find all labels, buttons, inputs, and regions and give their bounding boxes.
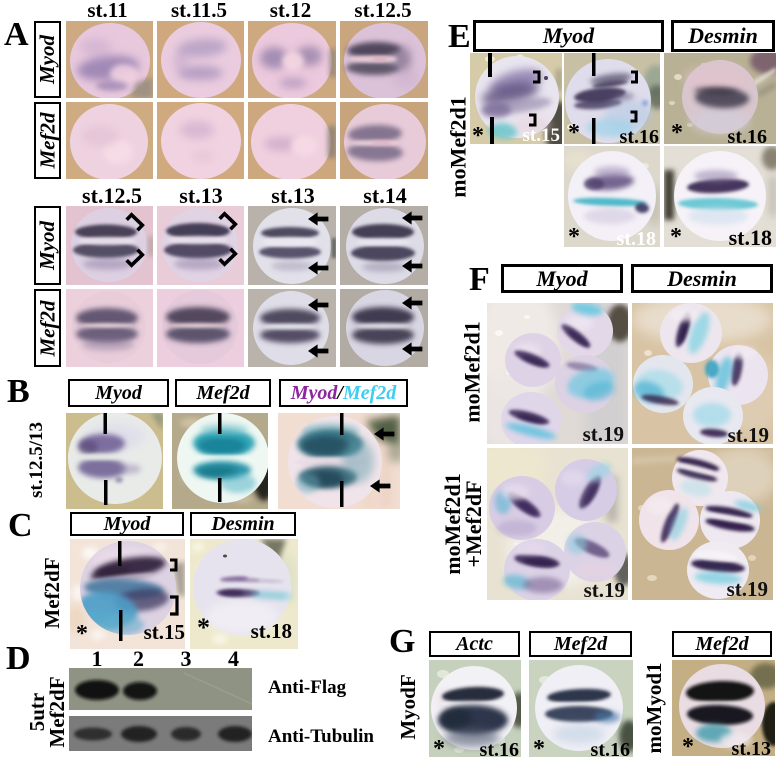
- svg-text:st.13: st.13: [732, 738, 771, 756]
- svg-text:*: *: [472, 123, 484, 144]
- svg-text:st.19: st.19: [583, 422, 624, 444]
- svg-text:*: *: [76, 621, 88, 647]
- svg-text:*: *: [682, 734, 694, 756]
- svg-text:st.18: st.18: [617, 228, 656, 247]
- svg-text:*: *: [197, 613, 210, 642]
- svg-text:*: *: [533, 736, 545, 757]
- svg-text:*: *: [568, 120, 580, 144]
- svg-text:st.15: st.15: [523, 125, 560, 144]
- svg-text:*: *: [671, 120, 683, 144]
- svg-text:st.15: st.15: [144, 620, 185, 644]
- svg-text:st.18: st.18: [251, 619, 292, 643]
- svg-text:st.19: st.19: [727, 577, 768, 600]
- svg-text:*: *: [670, 224, 682, 247]
- svg-text:*: *: [568, 224, 580, 247]
- svg-text:*: *: [433, 736, 445, 757]
- svg-text:st.16: st.16: [620, 126, 659, 144]
- svg-text:st.18: st.18: [729, 225, 772, 247]
- svg-text:st.19: st.19: [728, 423, 769, 444]
- svg-text:st.16: st.16: [480, 739, 519, 757]
- svg-text:st.16: st.16: [728, 126, 767, 144]
- svg-text:st.19: st.19: [584, 578, 625, 600]
- svg-text:st.16: st.16: [591, 739, 630, 757]
